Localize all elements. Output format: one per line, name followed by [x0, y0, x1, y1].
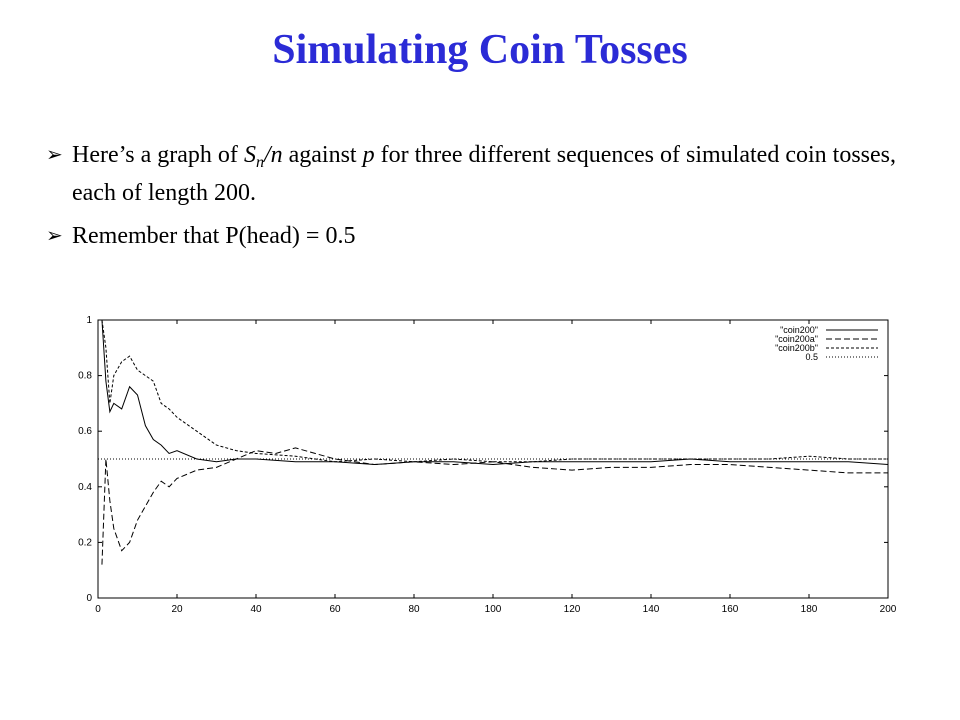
y-tick-label: 0 [86, 593, 92, 604]
chart-container: 0 20 40 60 80 100 120 140 160 180 200 0 0.2 0.4 0.6 0.8… [60, 310, 910, 625]
slide-title: Simulating Coin Tosses [272, 27, 688, 73]
bullet-item-1: ➢ Here’s a graph of Sn/n against p for t… [46, 140, 926, 209]
legend-label: "coin200b" [775, 343, 818, 353]
bullet1-mid2: against [282, 142, 363, 168]
bullet-item-2: ➢ Remember that P(head) = 0.5 [46, 221, 926, 252]
x-tick-label: 20 [171, 604, 183, 615]
bullet-list: ➢ Here’s a graph of Sn/n against p for t… [46, 140, 926, 264]
line-chart: 0 20 40 60 80 100 120 140 160 180 200 0 0.2 0.4 0.6 0.8… [78, 315, 897, 615]
legend-label: "coin200" [780, 325, 818, 335]
series-line-1 [101, 447, 888, 565]
legend-label: "coin200a" [775, 334, 818, 344]
x-tick-label: 200 [880, 604, 897, 615]
bullet1-sub: n [255, 154, 264, 171]
x-tick-label: 60 [329, 604, 341, 615]
legend-label: 0.5 [805, 352, 818, 362]
y-tick-label: 0.6 [78, 426, 92, 437]
x-tick-label: 160 [722, 604, 739, 615]
y-tick-label: 0.8 [78, 371, 92, 382]
x-tick-label: 100 [485, 604, 502, 615]
bullet1-post: for three different sequences of simulat… [72, 142, 896, 206]
x-tick-label: 40 [250, 604, 262, 615]
bullet2-text: Remember that P(head) = 0.5 [72, 223, 356, 249]
bullet1-p: p [362, 142, 375, 168]
x-tick-label: 180 [801, 604, 818, 615]
y-tick-label: 1 [86, 315, 92, 326]
x-tick-label: 140 [643, 604, 660, 615]
series-line-2 [101, 319, 888, 463]
y-tick-label: 0.4 [78, 482, 92, 493]
arrow-bullet-icon: ➢ [46, 144, 63, 166]
x-tick-label: 80 [408, 604, 420, 615]
x-tick-label: 0 [95, 604, 101, 615]
arrow-bullet-icon: ➢ [46, 225, 63, 247]
bullet1-s: S [243, 142, 256, 168]
y-tick-label: 0.2 [78, 537, 92, 548]
bullet1-mid: /n [263, 142, 283, 168]
bullet1-pre: Here’s a graph of [72, 142, 244, 168]
series-line-0 [101, 319, 889, 466]
x-tick-label: 120 [564, 604, 581, 615]
